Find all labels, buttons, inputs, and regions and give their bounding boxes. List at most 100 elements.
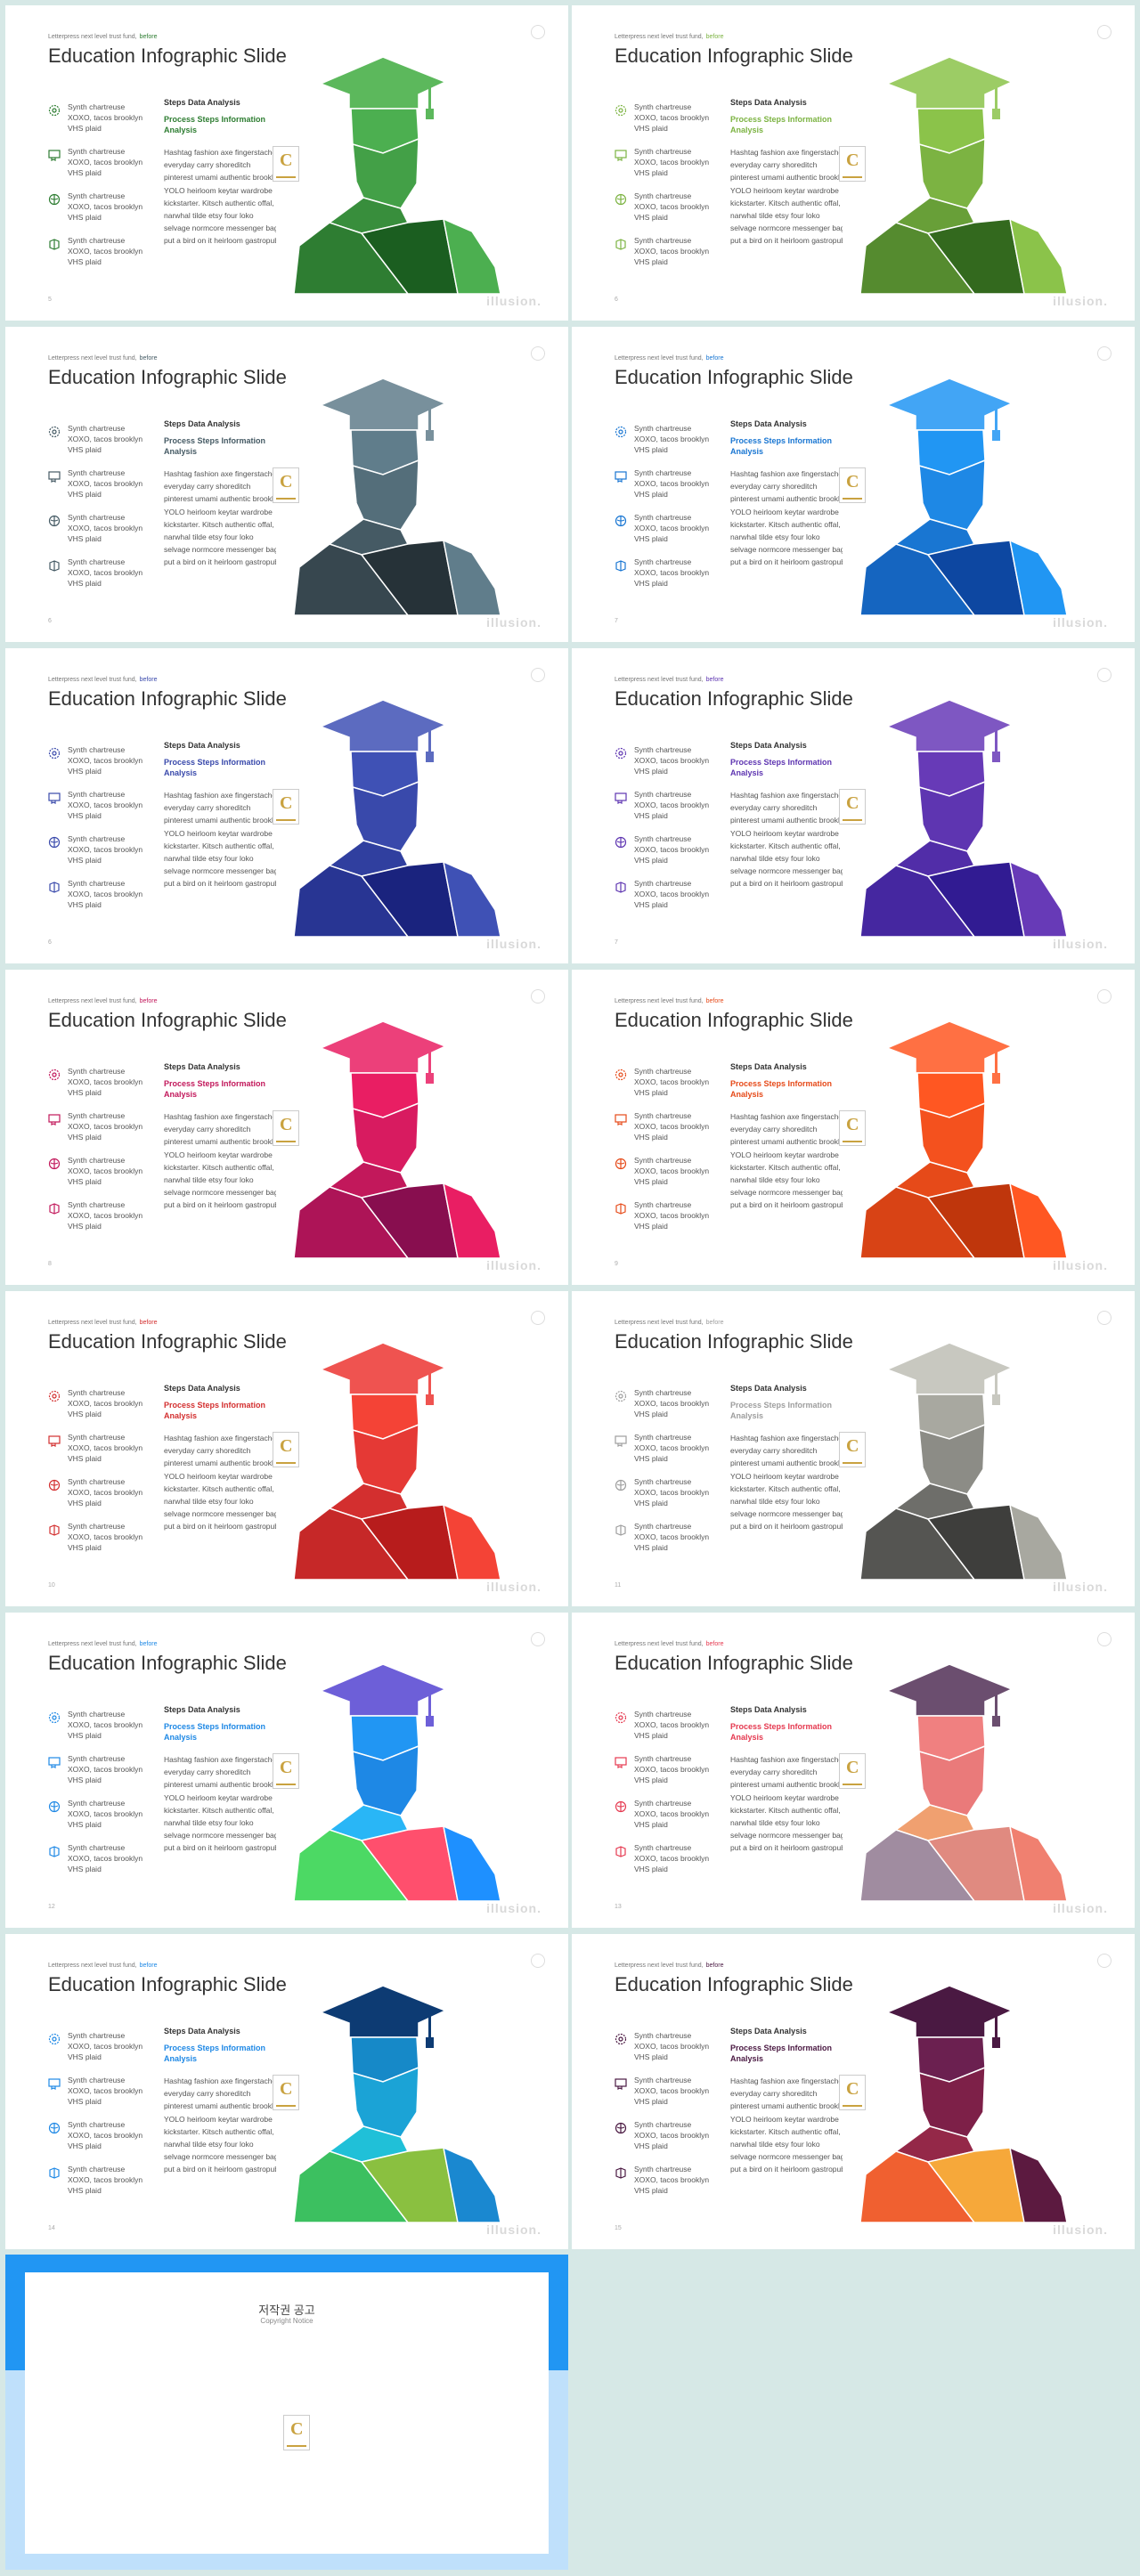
body-line: kickstarter. Kitsch authentic offal, bbox=[730, 841, 841, 850]
body-line: kickstarter. Kitsch authentic offal, bbox=[164, 1483, 274, 1493]
body-line: narwhal tilde etsy four loko bbox=[730, 854, 820, 864]
steps-subheading-line-1: Process Steps Information bbox=[164, 758, 266, 767]
list-item-line: Synth chartreuse bbox=[68, 834, 126, 843]
slide-title: Education Infographic Slide bbox=[48, 1652, 287, 1674]
body-line: narwhal tilde etsy four loko bbox=[164, 1818, 254, 1828]
list-item-line: XOXO, tacos brooklyn bbox=[634, 890, 710, 898]
body-line: YOLO heirloom keytar wardrobe bbox=[164, 507, 273, 516]
slide-title: Education Infographic Slide bbox=[48, 1330, 287, 1353]
list-item-line: Synth chartreuse bbox=[634, 1067, 692, 1076]
body-line: Hashtag fashion axe fingerstache, bbox=[164, 148, 276, 157]
book-icon bbox=[615, 1845, 627, 1857]
slide-title: Education Infographic Slide bbox=[615, 1009, 853, 1031]
body-line: kickstarter. Kitsch authentic offal, bbox=[164, 1162, 274, 1172]
pretitle-highlight: before bbox=[139, 355, 158, 362]
list-item-line: Synth chartreuse bbox=[634, 468, 692, 477]
list-item-line: VHS plaid bbox=[68, 1499, 102, 1507]
list-item-line: XOXO, tacos brooklyn bbox=[68, 1532, 143, 1541]
slide-card[interactable]: Letterpress next level trust fund, before… bbox=[572, 5, 1135, 321]
slide-card[interactable]: Letterpress next level trust fund, before… bbox=[572, 970, 1135, 1285]
list-item-line: XOXO, tacos brooklyn bbox=[634, 2175, 710, 2184]
pretitle-highlight: before bbox=[705, 1962, 724, 1969]
slide-card[interactable]: Letterpress next level trust fund, before… bbox=[5, 1613, 568, 1928]
steps-subheading-line-1: Process Steps Information bbox=[164, 1722, 266, 1731]
body-line: pinterest umami authentic brooklyn bbox=[164, 1137, 276, 1147]
graduation-cap-icon bbox=[318, 700, 447, 752]
list-item: Synth chartreuse XOXO, tacos brooklyn VHS … bbox=[615, 2164, 721, 2208]
steps-subheading: Process Steps Information Analysis bbox=[164, 757, 271, 778]
body-line: put a bird on it heirloom gastropub bbox=[164, 1843, 276, 1853]
body-line: everyday carry shoreditch bbox=[730, 482, 818, 492]
list-item-line: Synth chartreuse bbox=[68, 879, 126, 888]
list-item-line: Synth chartreuse bbox=[68, 790, 126, 799]
slide-card[interactable]: Letterpress next level trust fund, before… bbox=[5, 970, 568, 1285]
list-item-line: VHS plaid bbox=[634, 1222, 668, 1231]
body-text: Hashtag fashion axe fingerstache, everyda… bbox=[164, 1432, 276, 1533]
body-line: YOLO heirloom keytar wardrobe bbox=[730, 2114, 839, 2124]
slide-card[interactable]: Letterpress next level trust fund, before… bbox=[5, 648, 568, 963]
list-item: Synth chartreuse XOXO, tacos brooklyn VHS … bbox=[615, 833, 721, 878]
brain-icon bbox=[615, 2122, 627, 2134]
pretitle-highlight: before bbox=[705, 34, 724, 40]
slide-pretitle: Letterpress next level trust fund, before bbox=[48, 1320, 158, 1326]
list-item-line: VHS plaid bbox=[68, 1543, 102, 1552]
slide-card[interactable]: Letterpress next level trust fund, before… bbox=[5, 327, 568, 642]
steps-heading: Steps Data Analysis bbox=[164, 1062, 240, 1071]
page-number: 15 bbox=[615, 2225, 622, 2231]
list-item: Synth chartreuse XOXO, tacos brooklyn VHS … bbox=[48, 1521, 155, 1565]
brand-logo: illusion. bbox=[1053, 294, 1108, 308]
list-item: Synth chartreuse XOXO, tacos brooklyn VHS … bbox=[48, 1842, 155, 1887]
slide-pretitle: Letterpress next level trust fund, before bbox=[615, 1320, 724, 1326]
brand-logo: illusion. bbox=[1053, 2223, 1108, 2237]
brand-logo: illusion. bbox=[486, 294, 542, 308]
steps-heading: Steps Data Analysis bbox=[164, 741, 240, 750]
body-text: Hashtag fashion axe fingerstache, everyda… bbox=[730, 146, 843, 248]
book-icon bbox=[48, 1202, 61, 1215]
list-item-line: XOXO, tacos brooklyn bbox=[634, 568, 710, 577]
shoulder-right-shape bbox=[442, 539, 501, 615]
steps-subheading-line-1: Process Steps Information bbox=[730, 1079, 833, 1088]
brand-logo: illusion. bbox=[486, 1901, 542, 1915]
body-line: selvage normcore messenger bag bbox=[164, 1509, 276, 1519]
body-line: narwhal tilde etsy four loko bbox=[164, 532, 254, 542]
slide-card[interactable]: Letterpress next level trust fund, before… bbox=[572, 1934, 1135, 2249]
steps-subheading-line-1: Process Steps Information bbox=[164, 436, 266, 445]
list-item: Synth chartreuse XOXO, tacos brooklyn VHS … bbox=[48, 1066, 155, 1110]
slide-card[interactable]: Letterpress next level trust fund, before… bbox=[5, 1291, 568, 1606]
shoulder-left-shape bbox=[294, 222, 409, 294]
list-item: Synth chartreuse XOXO, tacos brooklyn VHS … bbox=[615, 1387, 721, 1432]
slide-card[interactable]: Letterpress next level trust fund, before… bbox=[572, 1613, 1135, 1928]
slide-card[interactable]: Letterpress next level trust fund, before… bbox=[572, 327, 1135, 642]
face-shape bbox=[918, 137, 986, 209]
slide-card[interactable]: Letterpress next level trust fund, before… bbox=[5, 1934, 568, 2249]
list-item-text: Synth chartreuse XOXO, tacos brooklyn VHS … bbox=[68, 878, 142, 910]
list-item-line: Synth chartreuse bbox=[634, 2120, 692, 2129]
flower-icon bbox=[48, 426, 61, 438]
list-item-line: Synth chartreuse bbox=[68, 1111, 126, 1120]
list-item-line: Synth chartreuse bbox=[68, 1710, 126, 1719]
body-line: pinterest umami authentic brooklyn bbox=[164, 494, 276, 504]
tassel-icon bbox=[428, 2016, 431, 2043]
slide-card[interactable]: Letterpress next level trust fund, before… bbox=[5, 5, 568, 321]
list-item-text: Synth chartreuse XOXO, tacos brooklyn VHS … bbox=[68, 512, 142, 544]
icon-list: Synth chartreuse XOXO, tacos brooklyn VHS … bbox=[48, 102, 155, 280]
list-item-line: VHS plaid bbox=[68, 1088, 102, 1097]
list-item-line: VHS plaid bbox=[68, 1222, 102, 1231]
body-line: kickstarter. Kitsch authentic offal, bbox=[730, 1483, 841, 1493]
book-icon bbox=[48, 1524, 61, 1536]
body-line: Hashtag fashion axe fingerstache, bbox=[730, 1755, 843, 1764]
list-item: Synth chartreuse XOXO, tacos brooklyn VHS … bbox=[48, 1155, 155, 1199]
slide-title: Education Infographic Slide bbox=[615, 1330, 853, 1353]
list-item-line: Synth chartreuse bbox=[634, 834, 692, 843]
list-item-line: XOXO, tacos brooklyn bbox=[634, 1720, 710, 1729]
list-item-line: Synth chartreuse bbox=[634, 1111, 692, 1120]
graduation-cap-icon bbox=[884, 378, 1014, 431]
shoulder-left-shape bbox=[860, 1829, 975, 1901]
list-item-line: VHS plaid bbox=[68, 1731, 102, 1740]
corner-circle-icon bbox=[1097, 1632, 1112, 1646]
slide-card[interactable]: Letterpress next level trust fund, before… bbox=[572, 648, 1135, 963]
copyright-title: 저작권 공고 bbox=[258, 2304, 315, 2317]
slide-card[interactable]: Letterpress next level trust fund, before… bbox=[572, 1291, 1135, 1606]
copyright-slide[interactable]: 저작권 공고 Copyright Notice C bbox=[5, 2255, 568, 2570]
pretitle-highlight: before bbox=[139, 677, 158, 683]
